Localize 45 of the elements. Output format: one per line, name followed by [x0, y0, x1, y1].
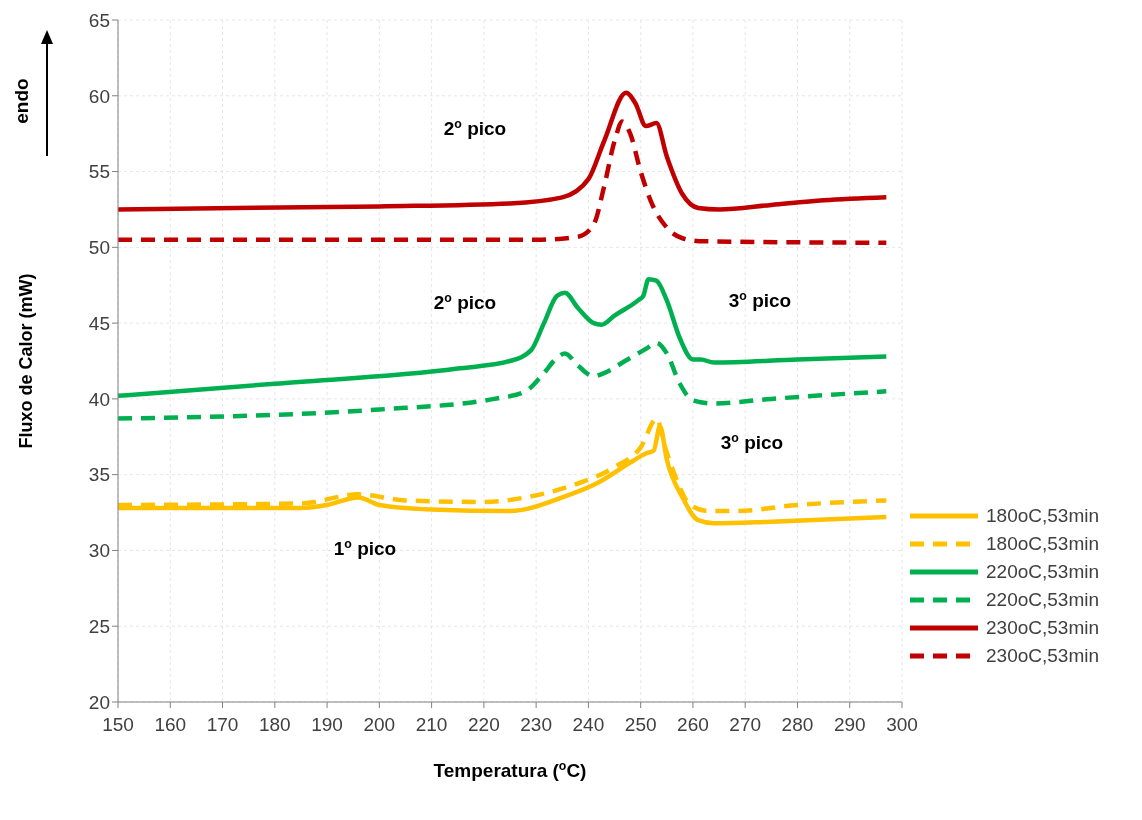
legend-label: 180oC,53min	[986, 505, 1100, 527]
annotation: 2$^{o}$ pico	[443, 117, 507, 139]
x-tick-label: 270	[729, 714, 762, 736]
text: endo	[11, 77, 33, 126]
line-series	[118, 340, 889, 421]
legend-label: 230oC,53min	[986, 645, 1100, 667]
x-tick-label: 160	[154, 714, 187, 736]
y-tick-label: 25	[88, 615, 110, 637]
y-tick-label: 65	[88, 9, 110, 31]
x-tick-label: 240	[572, 714, 605, 736]
annotation: 3$^{o}$ pico	[728, 289, 792, 311]
y-tick-label: 35	[88, 464, 110, 486]
legend-label: 220oC,53min	[986, 589, 1100, 611]
annotation: 1$^{o}$ pico	[333, 537, 397, 559]
y-tick-label: 40	[88, 388, 110, 410]
legend-label: 180oC,53min	[986, 533, 1100, 555]
x-axis-title: Temperatura ($^{o}$C)	[433, 759, 587, 781]
x-tick-label: 220	[468, 714, 500, 736]
line-series	[118, 90, 889, 212]
x-tick-label: 150	[102, 714, 134, 736]
x-tick-label: 180	[258, 714, 291, 736]
y-tick-label: 20	[88, 691, 110, 713]
x-tick-label: 280	[781, 714, 814, 736]
line-series	[118, 276, 889, 399]
x-tick-label: 210	[415, 714, 448, 736]
x-tick-label: 200	[363, 714, 396, 736]
legend-label: 220oC,53min	[986, 561, 1100, 583]
line-series	[118, 119, 889, 246]
y-axis-title: Fluxo de Calor (mW)	[16, 273, 37, 449]
y-tick-label: 60	[88, 85, 110, 107]
x-tick-label: 230	[520, 714, 552, 736]
x-tick-label: 260	[677, 714, 709, 736]
line-series	[118, 423, 889, 526]
x-tick-label: 190	[311, 714, 343, 736]
legend-label: 230oC,53min	[986, 617, 1100, 639]
y-tick-label: 45	[88, 312, 110, 334]
y-tick-label: 50	[88, 237, 110, 259]
annotation: 3$^{o}$ pico	[720, 431, 784, 453]
y-tick-label: 55	[88, 161, 110, 183]
x-tick-label: 290	[833, 714, 866, 736]
annotation: 2$^{o}$ pico	[433, 291, 497, 313]
x-tick-label: 250	[624, 714, 657, 736]
x-tick-label: 300	[886, 714, 918, 736]
x-tick-label: 170	[206, 714, 239, 736]
y-tick-label: 30	[88, 540, 110, 562]
